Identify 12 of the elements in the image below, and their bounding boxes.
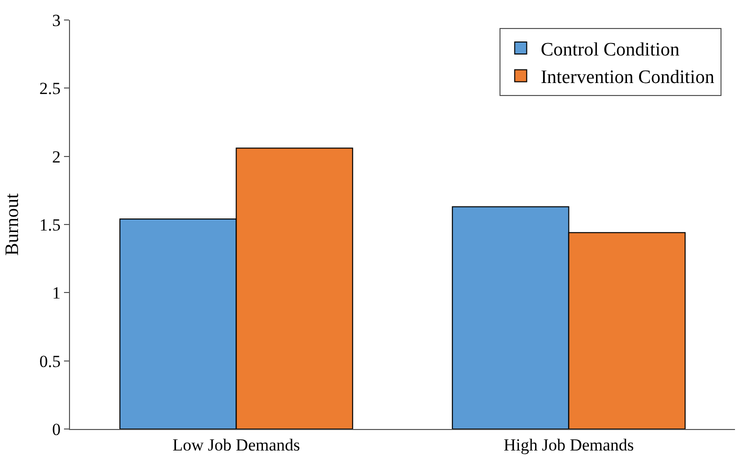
y-tick-label: 0 — [52, 420, 61, 439]
y-tick-label: 1.5 — [39, 215, 61, 234]
x-tick-label: High Job Demands — [504, 435, 634, 454]
y-tick-label: 0.5 — [39, 352, 61, 371]
y-tick-label: 2.5 — [39, 79, 61, 98]
legend-label: Control Condition — [540, 39, 680, 60]
y-axis-title: Burnout — [2, 192, 24, 256]
y-tick-label: 3 — [52, 10, 61, 30]
x-tick-label: Low Job Demands — [172, 435, 300, 454]
y-tick-label: 2 — [52, 147, 61, 166]
y-tick-label: 1 — [52, 284, 61, 303]
legend-label: Intervention Condition — [540, 67, 715, 88]
